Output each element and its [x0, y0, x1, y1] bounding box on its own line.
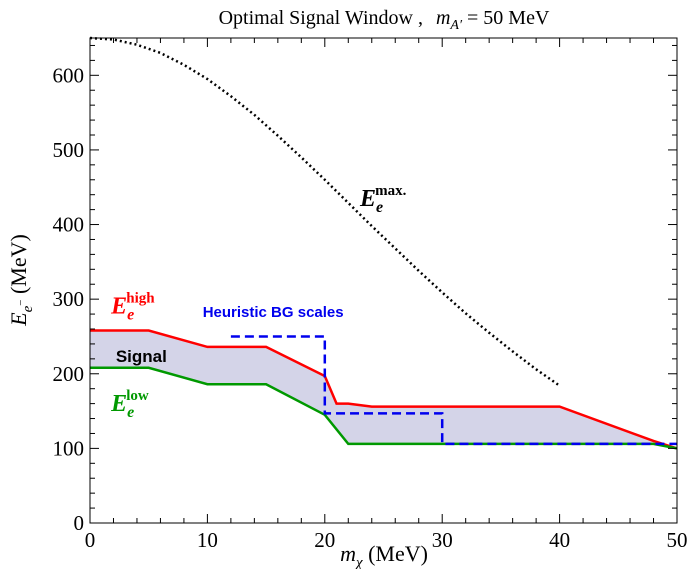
signal-region-polygon: [90, 330, 677, 449]
x-tick-label: 30: [432, 528, 453, 552]
annotation-layer: Eemax. Eehigh Eelow Signal Heuristic BG scal…: [110, 183, 407, 421]
plot-frame: [89, 37, 678, 524]
heuristic-label: Heuristic BG scales: [203, 304, 344, 321]
elow-label: Eelow: [110, 388, 149, 421]
x-tick-label: 50: [667, 528, 688, 552]
emax-label: Eemax.: [359, 183, 407, 216]
signal-label: Signal: [116, 347, 167, 366]
y-tick-label: 200: [53, 362, 85, 386]
y-tick-label: 600: [53, 63, 85, 87]
ehigh-label: Eehigh: [110, 290, 155, 323]
series-layer: [89, 36, 678, 450]
signal-region-fill: [90, 330, 677, 449]
y-tick-label: 400: [53, 213, 85, 237]
series-line-ehigh: [90, 329, 678, 450]
x-tick-label: 40: [549, 528, 570, 552]
x-axis-label: mχ (MeV): [340, 541, 428, 569]
x-tick-label: 0: [85, 528, 96, 552]
y-tick-label: 0: [74, 511, 85, 535]
y-tick-label: 500: [53, 138, 85, 162]
chart-title: Optimal Signal Window , mA′ = 50 MeV: [219, 7, 550, 33]
x-tick-label: 20: [314, 528, 335, 552]
series-line-heuristic: [230, 335, 677, 446]
series-line-emax: [89, 36, 561, 387]
y-tick-label: 300: [53, 287, 85, 311]
y-tick-label: 100: [53, 436, 85, 460]
x-tick-label: 10: [197, 528, 218, 552]
y-axis-label: Ee− (MeV): [6, 234, 36, 327]
